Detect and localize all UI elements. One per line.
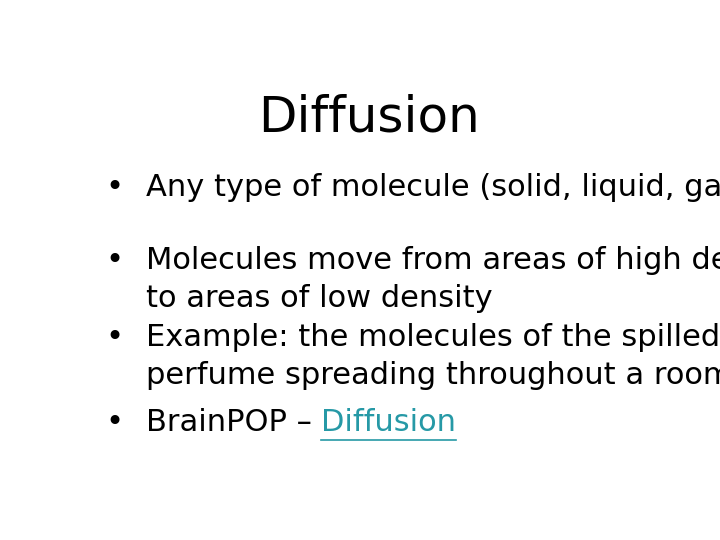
Text: Molecules move from areas of high density
to areas of low density: Molecules move from areas of high densit… [145, 246, 720, 313]
Text: Any type of molecule (solid, liquid, gas): Any type of molecule (solid, liquid, gas… [145, 173, 720, 202]
Text: •: • [105, 408, 124, 437]
Text: •: • [105, 322, 124, 352]
Text: Diffusion: Diffusion [321, 408, 456, 437]
Text: Diffusion: Diffusion [258, 94, 480, 142]
Text: •: • [105, 246, 124, 275]
Text: Example: the molecules of the spilled
perfume spreading throughout a room: Example: the molecules of the spilled pe… [145, 322, 720, 390]
Text: BrainPOP –: BrainPOP – [145, 408, 321, 437]
Text: •: • [105, 173, 124, 202]
